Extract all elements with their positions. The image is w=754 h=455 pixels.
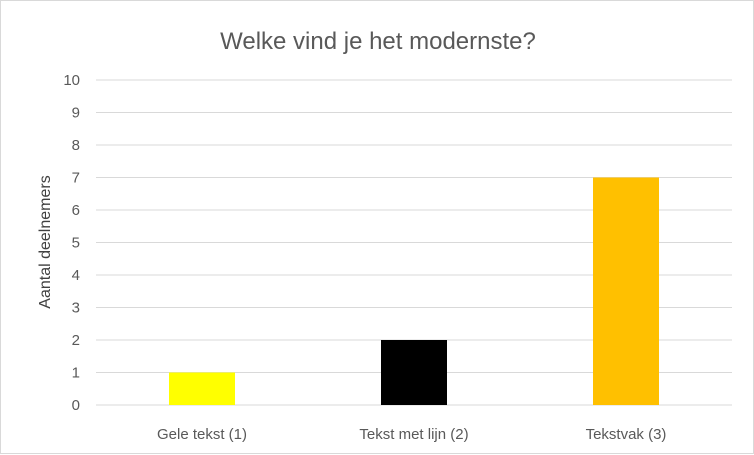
y-axis-title: Aantal deelnemers	[37, 175, 54, 308]
y-tick-label: 6	[72, 202, 80, 219]
x-category-label: Gele tekst (1)	[157, 426, 247, 443]
bar	[381, 340, 447, 405]
y-tick-label: 0	[72, 397, 80, 414]
y-tick-label: 4	[72, 267, 80, 284]
y-tick-label: 1	[72, 365, 80, 382]
bars	[169, 177, 659, 405]
y-tick-label: 9	[72, 105, 80, 122]
chart-title: Welke vind je het modernste?	[220, 28, 536, 55]
y-tick-label: 7	[72, 170, 80, 187]
bar	[593, 177, 659, 405]
bar	[169, 372, 235, 405]
y-tick-label: 10	[63, 72, 80, 89]
y-axis-ticks: 0 1 2 3 4 5 6 7 8 9 10	[63, 72, 80, 414]
y-tick-label: 2	[72, 332, 80, 349]
y-tick-label: 8	[72, 137, 80, 154]
y-tick-label: 3	[72, 300, 80, 317]
x-axis-ticks: Gele tekst (1) Tekst met lijn (2) Tekstvak…	[157, 426, 666, 443]
x-category-label: Tekst met lijn (2)	[359, 426, 468, 443]
x-category-label: Tekstvak (3)	[586, 426, 667, 443]
y-tick-label: 5	[72, 235, 80, 252]
